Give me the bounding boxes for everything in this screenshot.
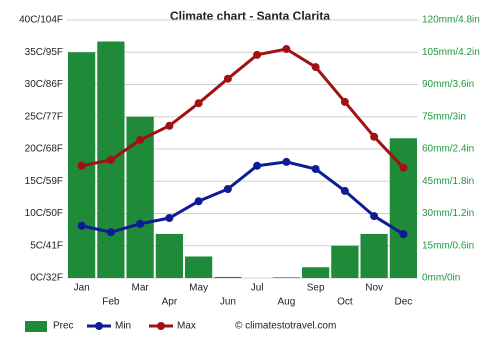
point [340, 186, 349, 195]
bar [214, 276, 242, 278]
bar [331, 245, 359, 278]
y-tick-label: 40C/104F [19, 15, 63, 26]
y-tick-label: 10C/50F [25, 208, 63, 219]
point [399, 230, 408, 239]
point [106, 228, 115, 237]
legend-label: Prec [53, 321, 74, 332]
x-tick-label: Mar [132, 283, 150, 294]
y-tick-label: 20C/68F [25, 144, 63, 155]
x-tick-label: Jan [74, 283, 90, 294]
line [81, 47, 405, 169]
legend-swatch [95, 322, 103, 330]
point [194, 99, 203, 108]
legend-label: Min [115, 321, 131, 332]
point [136, 219, 145, 228]
legend-swatch [157, 322, 165, 330]
point [165, 121, 174, 130]
x-tick-label: Jul [251, 283, 264, 294]
y-tick-label: 30C/86F [25, 79, 63, 90]
point [399, 163, 408, 172]
x-tick-label: Aug [277, 297, 295, 308]
x-tick-label: Apr [162, 297, 178, 308]
point [311, 164, 320, 173]
x-tick-label: Nov [365, 283, 383, 294]
line [81, 160, 405, 236]
bar [272, 277, 300, 278]
y2-tick-label: 60mm/2.4in [422, 144, 474, 155]
x-tick-label: May [189, 283, 208, 294]
x-tick-label: Dec [394, 297, 412, 308]
point [194, 197, 203, 206]
credit: © climatestotravel.com [235, 321, 336, 332]
point [223, 74, 232, 83]
bar [389, 138, 417, 278]
chart-title: Climate chart - Santa Clarita [170, 9, 330, 23]
point [370, 132, 379, 141]
point [77, 161, 86, 170]
point [253, 50, 262, 59]
x-tick-label: Feb [102, 297, 120, 308]
point [311, 63, 320, 72]
point [340, 97, 349, 106]
point [223, 184, 232, 193]
bar [155, 233, 183, 278]
point [282, 45, 291, 54]
y2-tick-label: 0mm/0in [422, 273, 460, 284]
x-tick-label: Oct [337, 297, 353, 308]
x-tick-label: Sep [307, 283, 325, 294]
y-tick-label: 5C/41F [30, 240, 63, 251]
y-tick-label: 25C/77F [25, 111, 63, 122]
y2-tick-label: 30mm/1.2in [422, 208, 474, 219]
y2-tick-label: 120mm/4.8in [422, 15, 480, 26]
point [106, 155, 115, 164]
y2-tick-label: 105mm/4.2in [422, 47, 480, 58]
y-tick-label: 15C/59F [25, 176, 63, 187]
bar [302, 267, 330, 278]
point [165, 214, 174, 223]
legend-label: Max [177, 321, 196, 332]
y-tick-label: 0C/32F [30, 273, 63, 284]
y2-tick-label: 75mm/3in [422, 111, 466, 122]
point [370, 212, 379, 221]
point [282, 157, 291, 166]
y-tick-label: 35C/95F [25, 47, 63, 58]
bar [185, 256, 213, 278]
x-tick-label: Jun [220, 297, 236, 308]
bar [360, 233, 388, 278]
point [253, 161, 262, 170]
y2-tick-label: 45mm/1.8in [422, 176, 474, 187]
y2-tick-label: 15mm/0.6in [422, 240, 474, 251]
point [136, 135, 145, 144]
point [77, 221, 86, 230]
legend-swatch [25, 321, 47, 332]
y2-tick-label: 90mm/3.6in [422, 79, 474, 90]
